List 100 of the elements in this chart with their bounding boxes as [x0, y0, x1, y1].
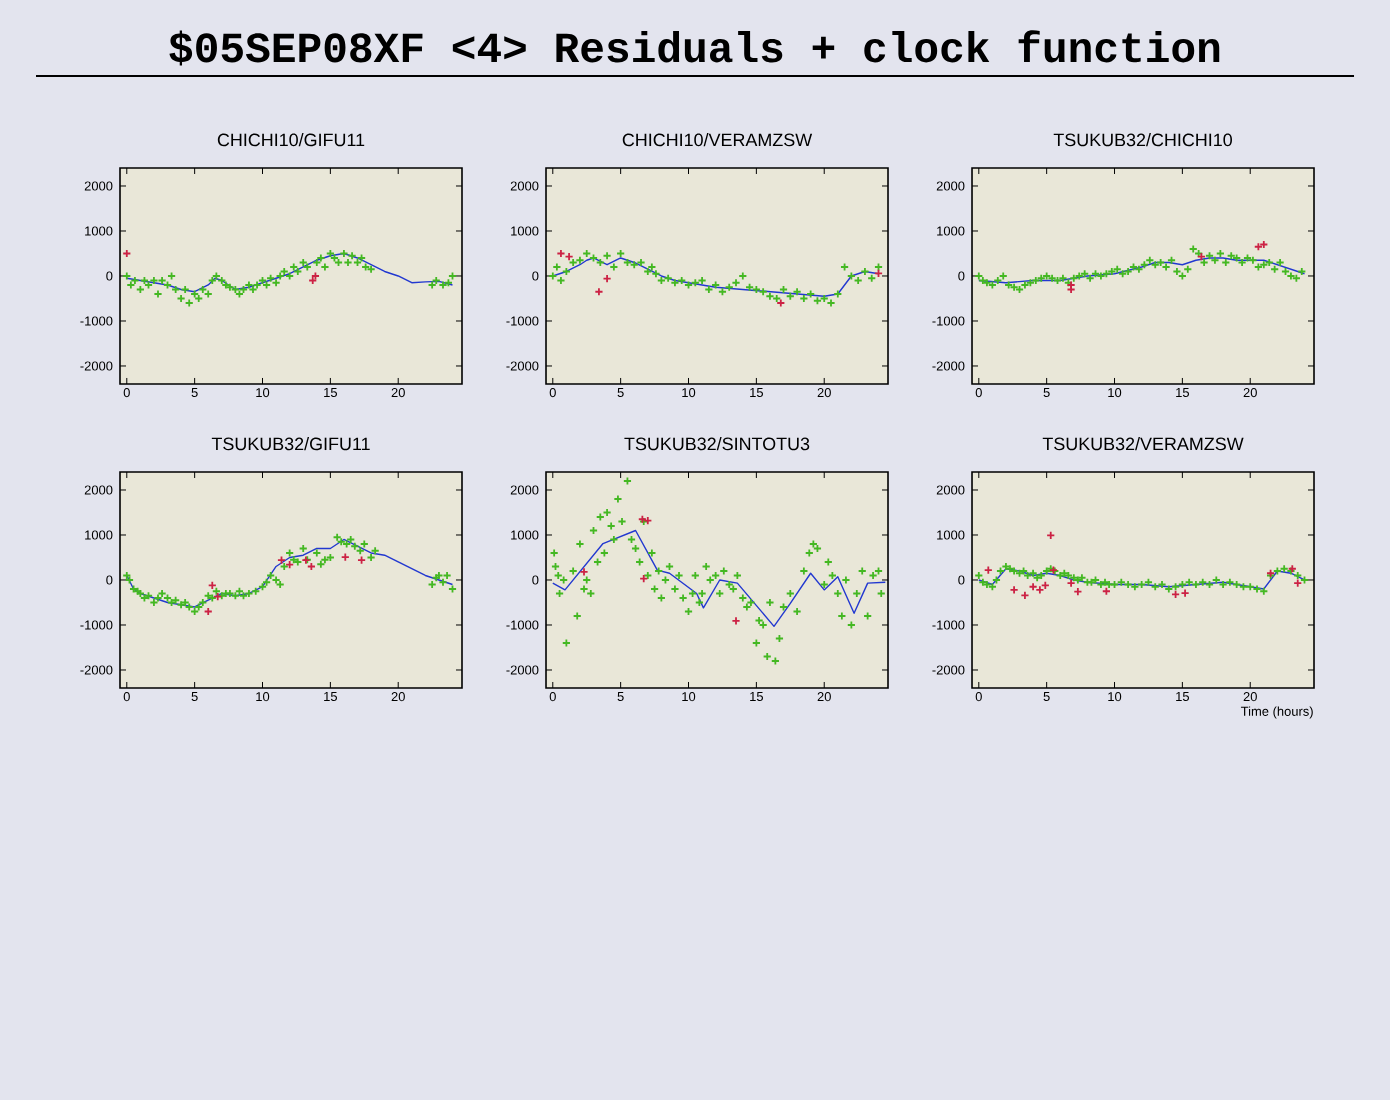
point — [252, 280, 262, 290]
point — [867, 273, 877, 283]
point — [320, 555, 330, 565]
point — [1035, 585, 1045, 595]
point — [1253, 242, 1263, 252]
point — [285, 271, 295, 281]
point — [266, 273, 276, 283]
point — [1073, 587, 1083, 597]
point — [336, 537, 346, 547]
point — [342, 539, 352, 549]
point — [153, 289, 163, 299]
point — [690, 278, 700, 288]
point — [629, 260, 639, 270]
point — [1077, 573, 1087, 583]
point — [370, 546, 380, 556]
point — [826, 298, 836, 308]
point — [846, 271, 856, 281]
point — [1028, 582, 1038, 592]
point — [594, 287, 604, 297]
point — [184, 298, 194, 308]
point — [983, 565, 993, 575]
point — [731, 616, 741, 626]
point — [312, 548, 322, 558]
point — [1272, 566, 1282, 576]
point — [285, 560, 295, 570]
point — [355, 546, 365, 556]
point — [575, 255, 585, 265]
point — [438, 280, 448, 290]
point — [602, 274, 612, 284]
point — [211, 271, 221, 281]
point — [1028, 568, 1038, 578]
point — [1101, 586, 1111, 596]
point — [285, 548, 295, 558]
point — [332, 532, 342, 542]
point — [548, 271, 558, 281]
point — [244, 280, 254, 290]
point — [1293, 578, 1303, 588]
point — [359, 539, 369, 549]
chart-title: TSUKUB32/VERAMZSW — [1042, 437, 1244, 451]
point — [1259, 586, 1269, 596]
point — [1116, 577, 1126, 587]
point — [251, 586, 261, 596]
point — [190, 289, 200, 299]
point — [366, 264, 376, 274]
line-series — [552, 529, 886, 628]
point — [184, 602, 194, 612]
point — [211, 586, 221, 596]
point — [1040, 580, 1050, 590]
point — [271, 575, 281, 585]
point — [203, 289, 213, 299]
point — [651, 269, 661, 279]
point — [302, 262, 312, 272]
point — [738, 271, 748, 281]
point — [670, 278, 680, 288]
point — [340, 552, 350, 562]
point — [765, 291, 775, 301]
chart-title: CHICHI10/GIFU11 — [217, 133, 365, 147]
point — [987, 582, 997, 592]
point — [1164, 584, 1174, 594]
text: $05SEP08XF <4> Residuals + clock function — [169, 30, 1220, 66]
point — [1245, 582, 1255, 592]
point — [225, 282, 235, 292]
point — [289, 262, 299, 272]
point — [1009, 585, 1019, 595]
point — [1252, 584, 1262, 594]
point — [785, 291, 795, 301]
point — [230, 591, 240, 601]
point — [1211, 575, 1221, 585]
point — [350, 541, 360, 551]
point — [1130, 582, 1140, 592]
point — [271, 278, 281, 288]
chart-title: TSUKUB32/SINTOTU3 — [624, 437, 810, 451]
point — [711, 280, 721, 290]
point — [564, 252, 574, 262]
point — [1198, 577, 1208, 587]
point — [347, 251, 357, 261]
point — [1150, 582, 1160, 592]
point — [1279, 564, 1289, 574]
point — [1066, 578, 1076, 588]
point — [552, 262, 562, 272]
point — [724, 282, 734, 292]
point — [833, 289, 843, 299]
point — [438, 577, 448, 587]
point — [758, 287, 768, 297]
point — [1180, 588, 1190, 598]
point — [731, 278, 741, 288]
point — [792, 287, 802, 297]
chart-title: TSUKUB32/GIFU11 — [211, 437, 370, 451]
point — [579, 567, 589, 577]
point — [647, 262, 657, 272]
point — [609, 262, 619, 272]
chart-title: CHICHI10/VERAMZSW — [622, 133, 813, 147]
point — [1020, 590, 1030, 600]
point — [207, 580, 217, 590]
chart-title: TSUKUB32/CHICHI10 — [1053, 133, 1232, 147]
point — [1225, 577, 1235, 587]
point — [1184, 577, 1194, 587]
point — [602, 251, 612, 261]
point — [663, 273, 673, 283]
point — [806, 289, 816, 299]
